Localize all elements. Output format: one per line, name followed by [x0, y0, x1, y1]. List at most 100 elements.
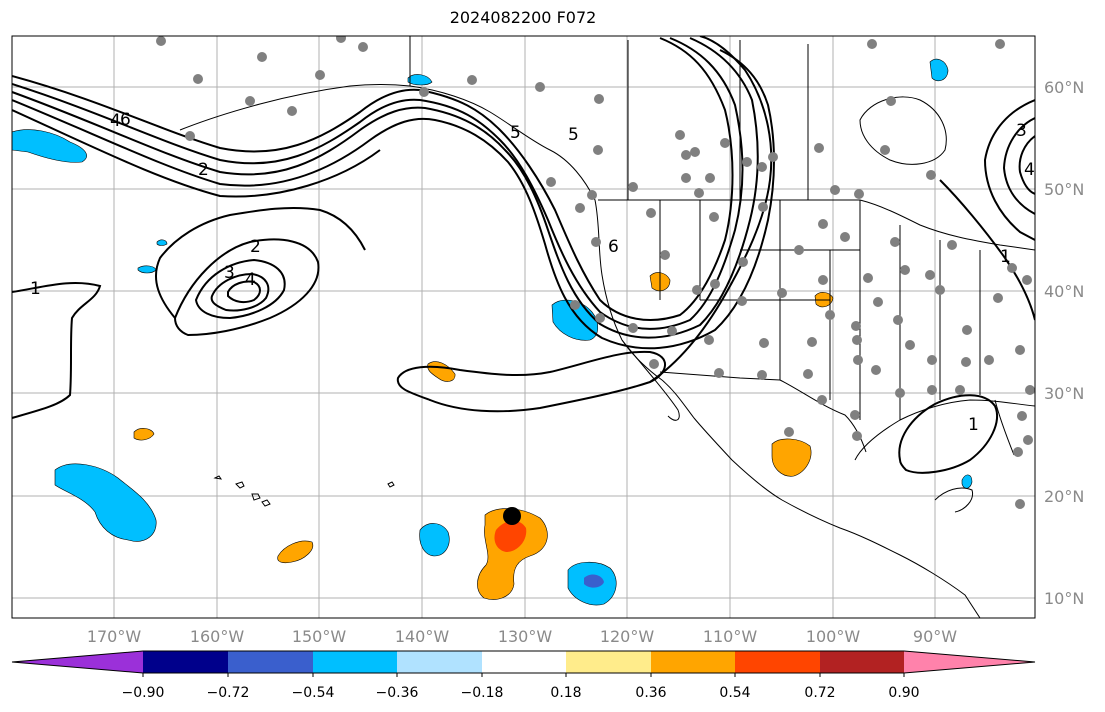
- colorbar-tick-label: −0.72: [207, 685, 250, 701]
- station-dot: [737, 296, 747, 306]
- station-dot: [714, 368, 724, 378]
- lat-label-30n: 30°N: [1044, 384, 1084, 403]
- aleutian-islands: [179, 84, 411, 131]
- station-dot: [947, 240, 957, 250]
- colorbar-segment: [482, 651, 566, 673]
- station-dot: [867, 39, 877, 49]
- contour-label: 4: [110, 111, 121, 131]
- station-dot: [784, 427, 794, 437]
- colorbar-tick-label: 0.54: [719, 685, 750, 701]
- station-dot: [156, 36, 166, 46]
- station-dot: [757, 162, 767, 172]
- station-dot: [595, 313, 605, 323]
- colorbar-tick-label: 0.36: [635, 685, 666, 701]
- colorbar-segment: [143, 651, 228, 673]
- colorbar-tick-label: 0.72: [804, 685, 835, 701]
- negative-anomaly-alaska: [407, 74, 433, 86]
- station-dot: [705, 173, 715, 183]
- positive-anomaly-pacific3: [133, 428, 155, 441]
- station-dot: [840, 232, 850, 242]
- station-dot: [587, 190, 597, 200]
- station-dot: [927, 355, 937, 365]
- negative-anomaly-yucatan: [961, 474, 973, 489]
- negative-anomaly-hawaii: [54, 463, 157, 542]
- station-dot: [863, 273, 873, 283]
- lon-label-130w: 130°W: [498, 627, 553, 646]
- station-dot: [955, 385, 965, 395]
- lat-label-10n: 10°N: [1044, 589, 1084, 608]
- lon-label-160w: 160°W: [190, 627, 245, 646]
- positive-anomaly-eastpac: [477, 508, 548, 600]
- colorbar-segment: [904, 651, 1035, 673]
- station-dot: [1025, 385, 1035, 395]
- station-dot: [895, 388, 905, 398]
- contour-label: 5: [510, 123, 521, 143]
- station-dot: [927, 385, 937, 395]
- station-dot: [681, 173, 691, 183]
- station-dot: [738, 257, 748, 267]
- contour-lines: [12, 36, 1035, 474]
- station-dot: [905, 340, 915, 350]
- contour-label: 6: [120, 110, 131, 130]
- lat-label-20n: 20°N: [1044, 487, 1084, 506]
- station-dot: [1007, 263, 1017, 273]
- station-dot: [962, 325, 972, 335]
- station-dot: [818, 219, 828, 229]
- station-dot: [704, 335, 714, 345]
- station-dot: [851, 321, 861, 331]
- contour-label: 1: [968, 415, 979, 435]
- lon-label-100w: 100°W: [806, 627, 861, 646]
- colorbar-segment: [735, 651, 820, 673]
- us-canada-border: [598, 199, 1035, 251]
- station-dot: [358, 42, 368, 52]
- contour-line-1: [12, 37, 734, 321]
- station-dot: [649, 359, 659, 369]
- station-dot: [818, 275, 828, 285]
- station-dot: [807, 337, 817, 347]
- colorbar-segment: [228, 651, 313, 673]
- station-dot: [794, 245, 804, 255]
- station-dot: [575, 203, 585, 213]
- contour-label: 1: [1000, 247, 1011, 267]
- strong-positive-core: [494, 520, 527, 552]
- station-dot: [926, 170, 936, 180]
- contour-label: 4: [1024, 160, 1035, 180]
- contour-line-16: [1002, 117, 1035, 215]
- station-dot: [185, 131, 195, 141]
- contour-line-14: [898, 394, 998, 474]
- colorbar-tick-labels: −0.90 −0.72 −0.54 −0.36 −0.18 0.18 0.36 …: [122, 685, 920, 701]
- lon-label-140w: 140°W: [395, 627, 450, 646]
- station-dot: [893, 315, 903, 325]
- positive-anomaly-mexico: [771, 438, 812, 477]
- contour-label: 3: [1016, 121, 1027, 141]
- contour-line-9: [210, 272, 270, 312]
- contour-line-17: [1018, 135, 1035, 195]
- contour-line-3: [12, 37, 759, 339]
- station-dot: [667, 326, 677, 336]
- station-dot: [593, 145, 603, 155]
- coastlines-and-borders: [179, 36, 1035, 618]
- station-dot: [853, 355, 863, 365]
- station-dot: [315, 70, 325, 80]
- station-dot: [594, 94, 604, 104]
- contour-line-4: [12, 49, 775, 350]
- longitude-labels: 170°W 160°W 150°W 140°W 130°W 120°W 110°…: [87, 627, 957, 646]
- station-dot: [681, 150, 691, 160]
- colorbar: [11, 650, 1036, 677]
- negative-anomaly-hudson: [929, 58, 949, 82]
- gridlines: [12, 36, 1035, 618]
- station-dot: [850, 410, 860, 420]
- station-dot: [961, 357, 971, 367]
- station-dots: [156, 36, 1035, 509]
- station-dot: [1015, 499, 1025, 509]
- station-dot: [336, 36, 346, 43]
- lat-label-60n: 60°N: [1044, 78, 1084, 97]
- station-dot: [660, 250, 670, 260]
- baja-peninsula: [621, 339, 680, 421]
- station-dot: [690, 147, 700, 157]
- station-dot: [467, 75, 477, 85]
- colorbar-tick-label: 0.90: [888, 685, 919, 701]
- strong-negative-core: [584, 574, 604, 588]
- latitude-labels: 60°N 50°N 40°N 30°N 20°N 10°N: [1044, 78, 1084, 608]
- station-dot: [720, 138, 730, 148]
